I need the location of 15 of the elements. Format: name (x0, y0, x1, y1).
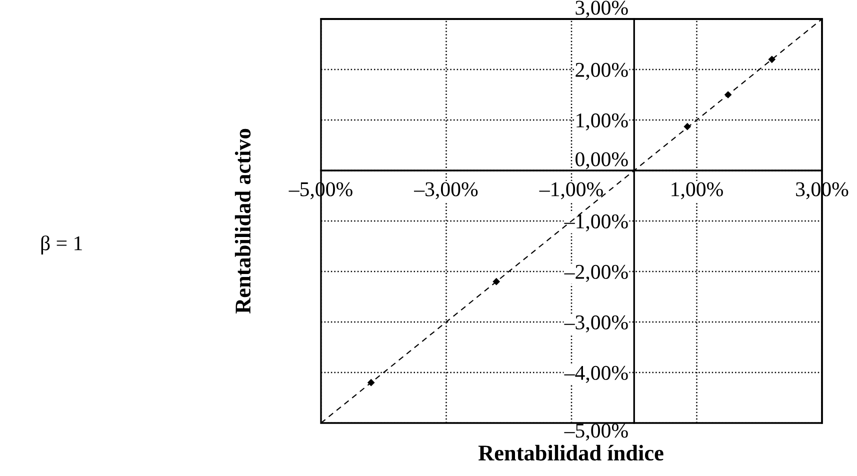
x-tick-label: 1,00% (672, 182, 723, 200)
y-tick-label: 1,00% (576, 113, 628, 130)
y-tick-label: 2,00% (576, 62, 628, 80)
x-tick-label: –3,00% (414, 182, 478, 200)
y-tick-label: –4,00% (564, 366, 628, 383)
x-tick-label: –1,00% (539, 182, 603, 200)
y-tick-label: –1,00% (564, 214, 628, 232)
y-tick-label: –3,00% (564, 315, 628, 332)
x-axis-title: Rentabilidad índice (478, 444, 664, 461)
y-tick-label: –2,00% (564, 264, 628, 282)
y-tick-label: 0,00% (576, 152, 628, 170)
y-tick-label: –5,00% (564, 424, 628, 441)
y-axis-title: Rentabilidad activo (234, 128, 251, 314)
text: β = 1 (41, 235, 82, 255)
y-tick-label: 3,00% (576, 0, 628, 18)
